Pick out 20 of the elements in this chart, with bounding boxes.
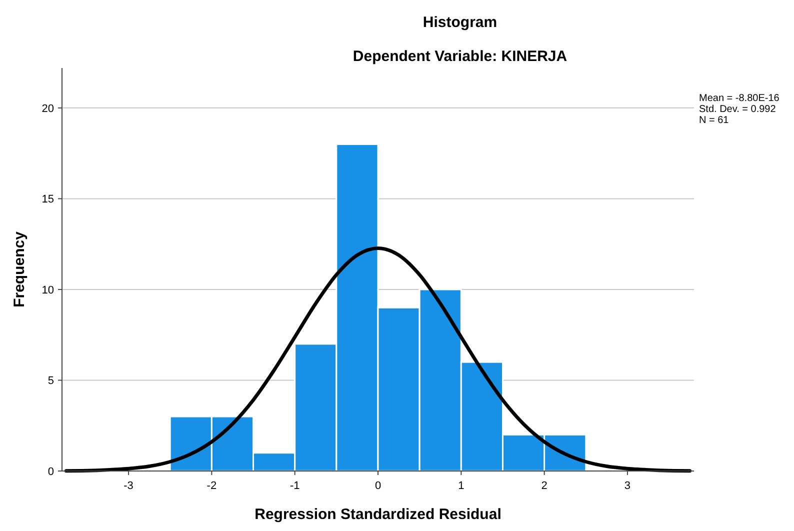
y-tick-label: 5 bbox=[48, 375, 54, 388]
y-tick-label: 20 bbox=[42, 102, 54, 115]
x-tick-label: 2 bbox=[541, 480, 548, 492]
y-axis-title: Frequency bbox=[11, 230, 28, 308]
text: Std. Dev. = 0.992 bbox=[699, 104, 776, 115]
x-axis-title: Regression Standardized Residual bbox=[254, 506, 502, 523]
text: Mean = -8.80E-16 bbox=[699, 93, 780, 104]
text: N = 61 bbox=[699, 115, 730, 126]
x-tick-label: 3 bbox=[624, 480, 631, 492]
x-tick-label: -2 bbox=[206, 480, 217, 492]
y-tick-label: 0 bbox=[48, 466, 54, 478]
y-tick-label: 15 bbox=[42, 194, 54, 206]
chart-subtitle: Dependent Variable: KINERJA bbox=[352, 48, 568, 65]
x-tick-label: 1 bbox=[458, 480, 464, 492]
line-series bbox=[64, 246, 692, 473]
x-tick-label: -1 bbox=[290, 480, 300, 492]
y-tick-label: 10 bbox=[42, 284, 54, 296]
x-tick-label: 0 bbox=[374, 480, 382, 492]
x-tick-label: -3 bbox=[124, 480, 134, 492]
chart-title: Histogram bbox=[422, 14, 498, 31]
